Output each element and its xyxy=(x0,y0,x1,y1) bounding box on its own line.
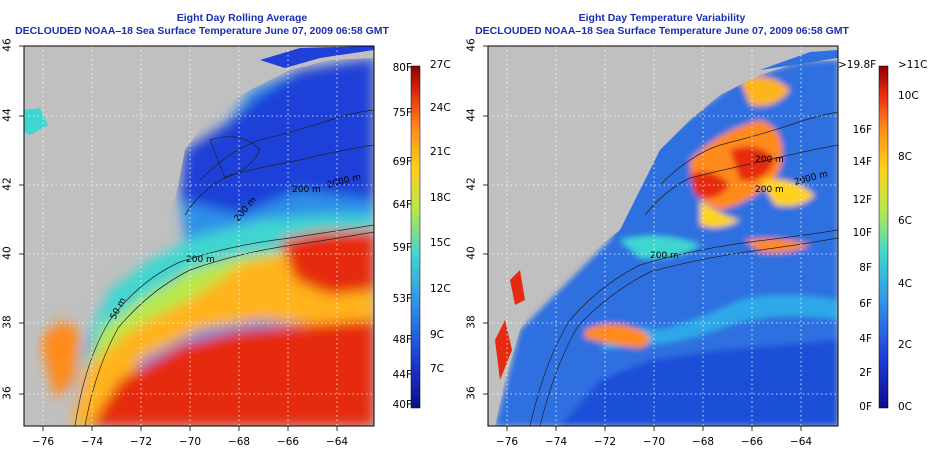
lat-tick-label: 44 xyxy=(465,108,478,122)
colorbar-label: 80F xyxy=(392,62,412,75)
sst-colorbar xyxy=(410,65,421,409)
lat-tick-label: 42 xyxy=(465,177,478,191)
colorbar-label: 75F xyxy=(392,106,412,119)
colorbar-label: 4F xyxy=(859,332,872,345)
right-map-frame xyxy=(487,45,839,427)
colorbar-label: 24C xyxy=(430,101,451,114)
colorbar-label: 7C xyxy=(430,363,445,376)
lat-tick-label: 42 xyxy=(1,177,14,191)
land-mass xyxy=(24,46,374,426)
colorbar-label: 21C xyxy=(430,146,451,159)
lon-tick-label: −66 xyxy=(740,436,764,448)
lon-tick-label: −76 xyxy=(495,436,519,448)
lon-tick-label: −74 xyxy=(544,436,568,448)
colorbar-label: 18C xyxy=(430,192,451,205)
lat-tick-label: 36 xyxy=(465,386,478,400)
lon-tick-label: −64 xyxy=(325,436,349,448)
lon-tick-label: −72 xyxy=(593,436,617,448)
colorbar-label: 16F xyxy=(852,123,872,136)
graticule xyxy=(24,46,374,426)
lon-tick-label: −70 xyxy=(178,436,202,448)
colorbar-label: >19.8F xyxy=(838,59,877,71)
sst-ocean-field xyxy=(40,58,374,426)
colorbar-label: 0C xyxy=(898,401,913,413)
colorbar-label: 59F xyxy=(392,241,412,254)
sst-map: 50 m 200 m 200 m 200 m 2000 m xyxy=(24,46,374,426)
colorbar-label: 12C xyxy=(430,283,451,295)
right-title-line1: Eight Day Temperature Variability xyxy=(578,12,746,24)
lat-tick-label: 46 xyxy=(1,38,14,52)
axis-ticks xyxy=(19,45,802,431)
left-title-line2: DECLOUDED NOAA–18 Sea Surface Temperatur… xyxy=(15,25,389,37)
colorbar-label: 2F xyxy=(859,366,872,379)
land-mass xyxy=(488,46,838,426)
bathymetry-contours xyxy=(74,109,374,426)
variability-colorbar xyxy=(878,65,889,409)
lat-tick-label: 46 xyxy=(465,38,478,52)
bathymetry-contours xyxy=(529,111,838,426)
lat-tick-label: 38 xyxy=(1,315,14,329)
lat-tick-label: 44 xyxy=(1,108,14,122)
left-map-frame xyxy=(23,45,375,427)
variability-map: 200 m 200 m 200 m 2000 m xyxy=(488,46,838,426)
colorbar-label: 9C xyxy=(430,329,445,342)
colorbar-label: 6C xyxy=(898,214,913,227)
contour-label-200m-a: 200 m xyxy=(650,251,679,261)
lon-tick-label: −68 xyxy=(227,436,251,448)
colorbar-label: 10F xyxy=(852,226,872,239)
lon-tick-label: −74 xyxy=(80,436,104,448)
colorbar-label: 53F xyxy=(392,293,412,306)
colorbar-label: 4C xyxy=(898,277,913,290)
colorbar-label: 64F xyxy=(392,199,412,212)
colorbar-label: 10C xyxy=(898,89,919,102)
colorbar-label: 40F xyxy=(392,399,412,412)
lat-tick-label: 40 xyxy=(465,246,478,260)
lat-tick-label: 38 xyxy=(465,315,478,329)
left-title-line1: Eight Day Rolling Average xyxy=(176,12,308,24)
right-title-line2: DECLOUDED NOAA–18 Sea Surface Temperatur… xyxy=(475,25,849,37)
colorbar-label: 8F xyxy=(859,262,872,275)
colorbar-label: 44F xyxy=(392,368,412,381)
colorbar-label: 27C xyxy=(430,59,451,71)
colorbar-label: 15C xyxy=(430,236,451,249)
colorbar-label: 2C xyxy=(898,339,913,352)
colorbar-label: 6F xyxy=(859,298,872,311)
lat-tick-label: 36 xyxy=(1,386,14,400)
contour-label-200m-b: 200 m xyxy=(755,155,784,165)
graticule xyxy=(488,46,838,426)
lon-tick-label: −76 xyxy=(31,436,55,448)
colorbar-label: 69F xyxy=(392,156,412,169)
colorbar-label: >11C xyxy=(898,59,928,71)
colorbar-label: 14F xyxy=(852,156,872,169)
lat-tick-label: 40 xyxy=(1,246,14,260)
lon-tick-label: −70 xyxy=(642,436,666,448)
colorbar-label: 8C xyxy=(898,151,913,164)
contour-label-200m-c: 200 m xyxy=(755,185,784,195)
lon-tick-label: −68 xyxy=(691,436,715,448)
lon-tick-label: −72 xyxy=(129,436,153,448)
contour-label-200m-a: 200 m xyxy=(186,255,215,265)
lon-tick-label: −66 xyxy=(276,436,300,448)
colorbar-label: 12F xyxy=(852,194,872,207)
colorbar-label: 0F xyxy=(859,401,872,413)
contour-label-200m-c: 200 m xyxy=(292,185,321,195)
colorbar-label: 48F xyxy=(392,334,412,347)
lon-tick-label: −64 xyxy=(789,436,813,448)
